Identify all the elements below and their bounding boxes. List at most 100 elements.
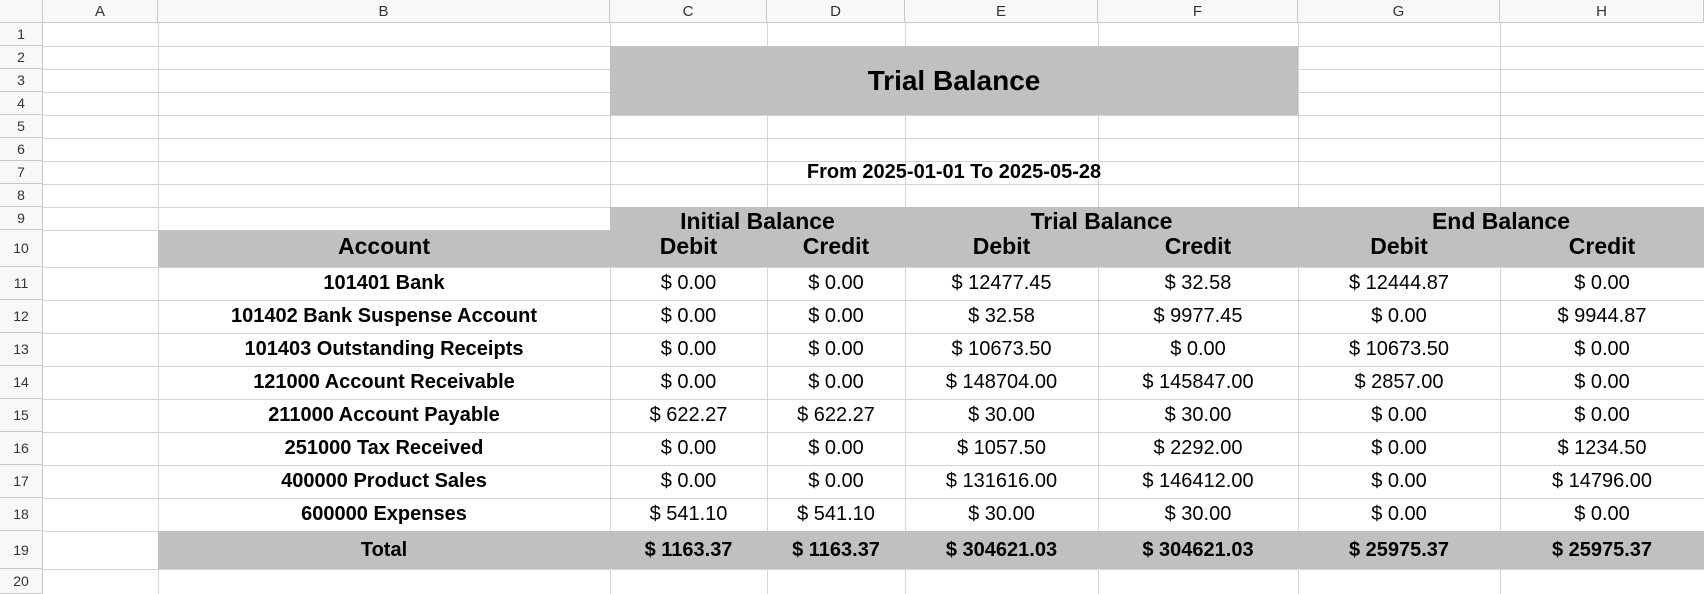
row-header-3[interactable]: 3 <box>0 69 43 92</box>
amount-cell[interactable]: $ 0.00 <box>1371 404 1427 426</box>
row-header-17[interactable]: 17 <box>0 465 43 498</box>
row-header-1[interactable]: 1 <box>0 23 43 46</box>
row-header-9[interactable]: 9 <box>0 207 43 230</box>
amount-cell[interactable]: $ 12444.87 <box>1348 272 1450 294</box>
account-name[interactable]: 101401 Bank <box>323 272 445 294</box>
row-header-16[interactable]: 16 <box>0 432 43 465</box>
account-name[interactable]: 101402 Bank Suspense Account <box>230 305 538 327</box>
amount-cell[interactable]: $ 0.00 <box>1371 503 1427 525</box>
amount-cell[interactable]: $ 30.00 <box>1164 503 1232 525</box>
amount-cell[interactable]: $ 0.00 <box>1574 272 1630 294</box>
column-header-g[interactable]: G <box>1298 0 1500 23</box>
amount-cell[interactable]: $ 9944.87 <box>1557 305 1647 327</box>
total-amount[interactable]: $ 1163.37 <box>644 538 733 561</box>
row-header-12[interactable]: 12 <box>0 300 43 333</box>
amount-cell[interactable]: $ 0.00 <box>660 272 717 294</box>
account-name[interactable]: 600000 Expenses <box>301 503 467 525</box>
amount-cell[interactable]: $ 32.58 <box>1164 272 1232 294</box>
column-header-f[interactable]: F <box>1098 0 1298 23</box>
amount-cell[interactable]: $ 14796.00 <box>1551 470 1653 492</box>
amount-cell[interactable]: $ 0.00 <box>1574 371 1630 393</box>
account-name[interactable]: 211000 Account Payable <box>268 404 500 426</box>
amount-cell[interactable]: $ 0.00 <box>1574 338 1630 360</box>
amount-cell[interactable]: $ 541.10 <box>797 503 875 525</box>
total-amount[interactable]: $ 25975.37 <box>1551 538 1653 561</box>
amount-cell[interactable]: $ 30.00 <box>968 404 1035 426</box>
row-header-13[interactable]: 13 <box>0 333 43 366</box>
select-all-corner[interactable] <box>0 0 43 23</box>
amount-cell[interactable]: $ 148704.00 <box>945 371 1058 393</box>
row-header-11[interactable]: 11 <box>0 267 43 300</box>
total-amount[interactable]: $ 25975.37 <box>1348 538 1450 561</box>
amount-cell[interactable]: $ 0.00 <box>1371 470 1427 492</box>
amount-cell[interactable]: $ 1057.50 <box>957 437 1046 459</box>
grid-hline <box>43 138 1704 139</box>
header-account: Account <box>338 233 430 259</box>
amount-cell[interactable]: $ 146412.00 <box>1142 470 1254 492</box>
row-header-5[interactable]: 5 <box>0 115 43 138</box>
amount-cell[interactable]: $ 622.27 <box>797 404 875 426</box>
amount-cell[interactable]: $ 0.00 <box>660 437 717 459</box>
row-header-2[interactable]: 2 <box>0 46 43 69</box>
column-header-c[interactable]: C <box>610 0 767 23</box>
row-header-14[interactable]: 14 <box>0 366 43 399</box>
amount-cell[interactable]: $ 622.27 <box>649 404 728 426</box>
column-header-a[interactable]: A <box>43 0 158 23</box>
total-amount[interactable]: $ 304621.03 <box>1142 538 1254 561</box>
amount-cell[interactable]: $ 145847.00 <box>1142 371 1254 393</box>
column-header-d[interactable]: D <box>767 0 905 23</box>
amount-cell[interactable]: $ 0.00 <box>808 470 864 492</box>
amount-cell[interactable]: $ 2292.00 <box>1153 437 1243 459</box>
amount-cell[interactable]: $ 32.58 <box>968 305 1035 327</box>
row-header-19[interactable]: 19 <box>0 531 43 569</box>
amount-cell[interactable]: $ 0.00 <box>808 272 864 294</box>
column-header-e[interactable]: E <box>905 0 1098 23</box>
account-name[interactable]: 101403 Outstanding Receipts <box>244 338 524 360</box>
amount-cell[interactable]: $ 10673.50 <box>1348 338 1450 360</box>
total-amount[interactable]: $ 1163.37 <box>792 538 880 561</box>
amount-cell[interactable]: $ 0.00 <box>808 437 864 459</box>
amount-cell[interactable]: $ 0.00 <box>1574 404 1630 426</box>
amount-cell[interactable]: $ 0.00 <box>660 305 717 327</box>
grid-vline <box>1298 23 1299 594</box>
account-name[interactable]: 121000 Account Receivable <box>253 371 515 393</box>
amount-cell[interactable]: $ 0.00 <box>1170 338 1226 360</box>
total-row-band <box>158 531 1704 569</box>
amount-cell[interactable]: $ 9977.45 <box>1153 305 1243 327</box>
total-label[interactable]: Total <box>360 538 408 561</box>
amount-cell[interactable]: $ 0.00 <box>808 338 864 360</box>
column-header-b[interactable]: B <box>158 0 610 23</box>
row-header-18[interactable]: 18 <box>0 498 43 531</box>
amount-cell[interactable]: $ 30.00 <box>968 503 1035 525</box>
account-name[interactable]: 251000 Tax Received <box>284 437 484 459</box>
amount-cell[interactable]: $ 10673.50 <box>951 338 1052 360</box>
row-header-15[interactable]: 15 <box>0 399 43 432</box>
amount-cell[interactable]: $ 0.00 <box>1574 503 1630 525</box>
amount-cell[interactable]: $ 0.00 <box>660 338 717 360</box>
grid-vline <box>1500 23 1501 594</box>
grid-vline <box>1098 23 1099 594</box>
amount-cell[interactable]: $ 12477.45 <box>951 272 1052 294</box>
amount-cell[interactable]: $ 0.00 <box>808 371 864 393</box>
amount-cell[interactable]: $ 0.00 <box>1371 305 1427 327</box>
amount-cell[interactable]: $ 2857.00 <box>1354 371 1444 393</box>
column-header-h[interactable]: H <box>1500 0 1704 23</box>
grid-hline <box>43 300 1704 301</box>
row-header-6[interactable]: 6 <box>0 138 43 161</box>
row-header-7[interactable]: 7 <box>0 161 43 184</box>
header-credit: Credit <box>802 233 870 259</box>
amount-cell[interactable]: $ 1234.50 <box>1557 437 1647 459</box>
amount-cell[interactable]: $ 0.00 <box>1371 437 1427 459</box>
amount-cell[interactable]: $ 0.00 <box>660 371 717 393</box>
row-header-8[interactable]: 8 <box>0 184 43 207</box>
row-header-4[interactable]: 4 <box>0 92 43 115</box>
amount-cell[interactable]: $ 541.10 <box>649 503 728 525</box>
amount-cell[interactable]: $ 0.00 <box>660 470 717 492</box>
row-header-10[interactable]: 10 <box>0 230 43 267</box>
amount-cell[interactable]: $ 0.00 <box>808 305 864 327</box>
total-amount[interactable]: $ 304621.03 <box>945 538 1058 561</box>
row-header-20[interactable]: 20 <box>0 569 43 594</box>
amount-cell[interactable]: $ 30.00 <box>1164 404 1232 426</box>
amount-cell[interactable]: $ 131616.00 <box>945 470 1058 492</box>
account-name[interactable]: 400000 Product Sales <box>281 470 487 492</box>
